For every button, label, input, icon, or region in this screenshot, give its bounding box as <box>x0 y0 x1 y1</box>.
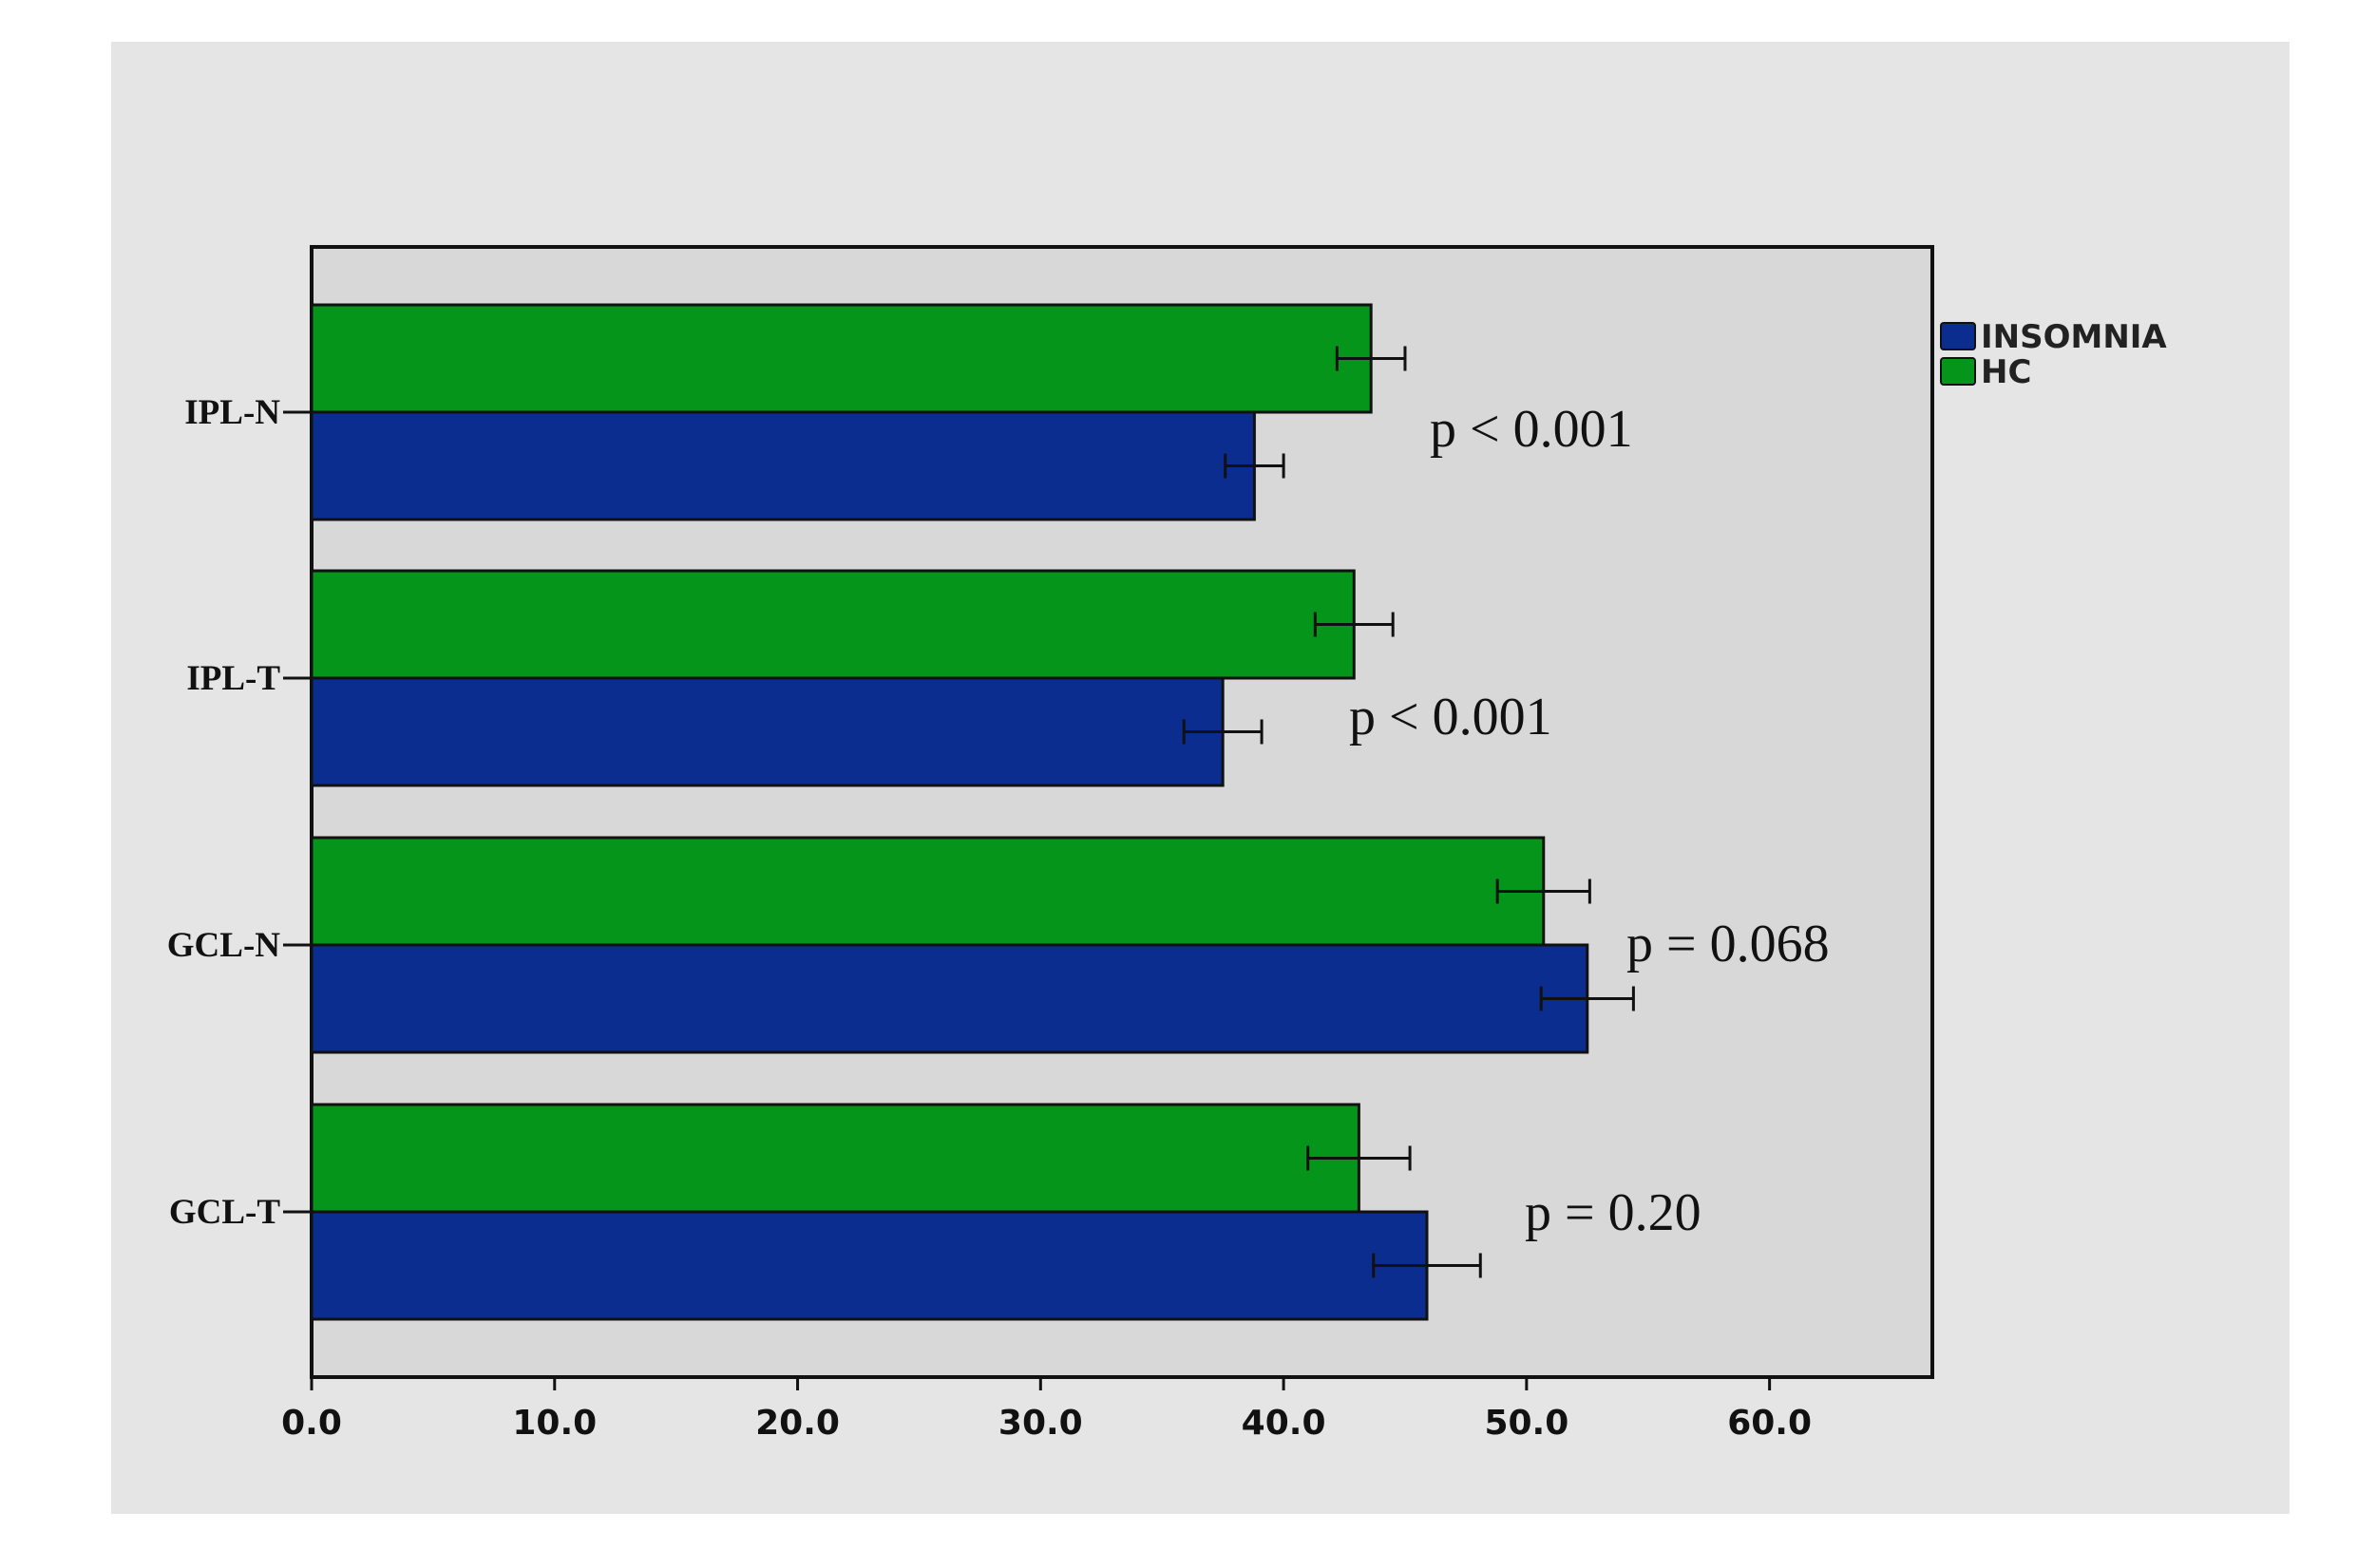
p-value-annotation: p = 0.20 <box>1525 1183 1701 1242</box>
annotations: p < 0.001 p < 0.001 p = 0.068 p = 0.20 <box>1349 400 1830 1242</box>
bar-hc-ipl-n <box>310 303 1373 414</box>
x-tick-label: 60.0 <box>1727 1404 1812 1443</box>
error-bar-hc-ipl-t <box>1313 612 1395 637</box>
legend-label: INSOMNIA <box>1981 318 2167 356</box>
bar-insomnia-ipl-n <box>310 410 1256 521</box>
x-tick-label: 40.0 <box>1242 1404 1326 1443</box>
bar-insomnia-gcl-t <box>310 1210 1429 1321</box>
axes: IPL-N IPL-T GCL-N GCL-T 0.0 10.0 20.0 30.0 40.0 5… <box>167 393 1812 1443</box>
category-label: GCL-T <box>169 1193 281 1232</box>
error-bars-layer <box>1182 346 1635 1278</box>
legend-label: HC <box>1981 353 2031 391</box>
error-bar-hc-ipl-n <box>1335 346 1407 371</box>
error-bar-hc-gcl-n <box>1495 878 1591 904</box>
error-bar-insomnia-gcl-t <box>1372 1253 1482 1278</box>
bar-hc-gcl-n <box>310 836 1546 947</box>
bar-insomnia-ipl-t <box>310 676 1225 787</box>
bar-hc-gcl-t <box>310 1103 1360 1214</box>
error-bar-insomnia-ipl-t <box>1182 719 1264 745</box>
p-value-annotation: p < 0.001 <box>1349 688 1552 746</box>
legend-item-insomnia: INSOMNIA <box>1940 318 2167 356</box>
error-bar-hc-gcl-t <box>1306 1145 1412 1171</box>
bar-insomnia-gcl-n <box>310 943 1589 1054</box>
legend-swatch <box>1940 322 1976 350</box>
category-label: GCL-N <box>167 926 281 965</box>
legend-item-hc: HC <box>1940 353 2031 391</box>
category-label: IPL-N <box>184 393 280 432</box>
legend-swatch <box>1940 357 1976 386</box>
p-value-annotation: p = 0.068 <box>1626 915 1830 973</box>
x-tick-label: 10.0 <box>512 1404 597 1443</box>
error-bar-insomnia-ipl-n <box>1224 453 1285 479</box>
error-bar-insomnia-gcl-n <box>1539 986 1635 1011</box>
bars-layer <box>310 303 1589 1321</box>
p-value-annotation: p < 0.001 <box>1430 400 1633 459</box>
bar-hc-ipl-t <box>310 569 1356 680</box>
x-tick-label: 30.0 <box>998 1404 1083 1443</box>
x-tick-label: 20.0 <box>755 1404 840 1443</box>
category-label: IPL-T <box>186 659 280 698</box>
x-tick-label: 0.0 <box>281 1404 342 1443</box>
x-tick-label: 50.0 <box>1484 1404 1568 1443</box>
